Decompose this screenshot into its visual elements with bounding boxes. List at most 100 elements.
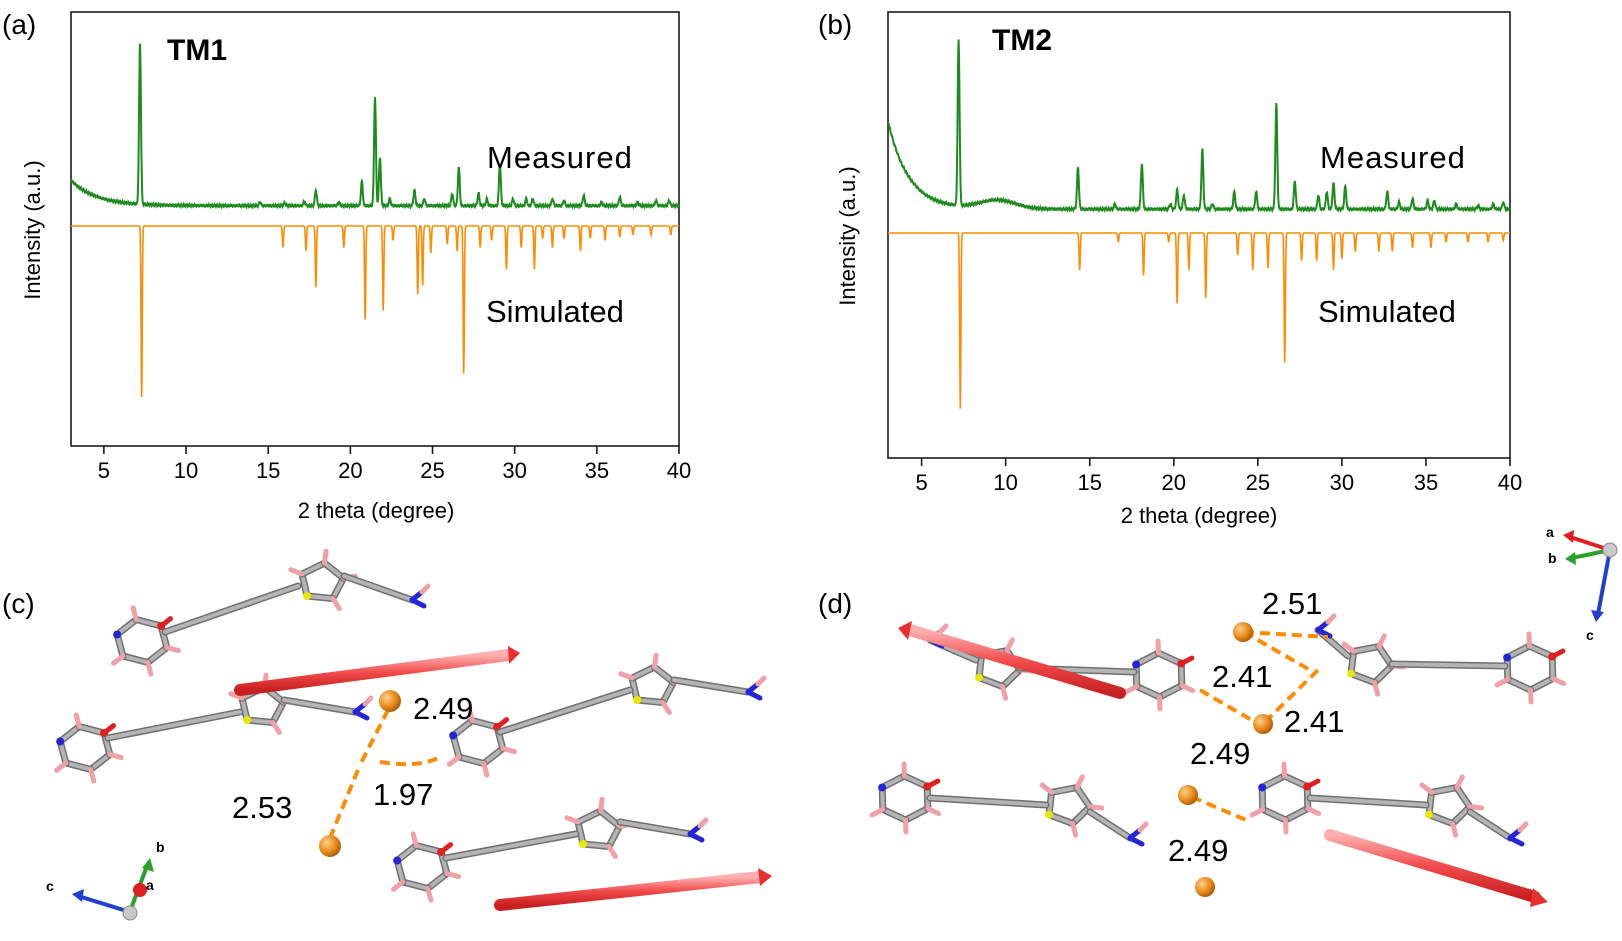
axis-label: b bbox=[1548, 550, 1557, 566]
bond-stub bbox=[270, 720, 282, 736]
molecule bbox=[926, 623, 1196, 712]
bond-stub bbox=[130, 605, 139, 623]
x-tick-label: 40 bbox=[1498, 470, 1522, 495]
heteroatom bbox=[113, 630, 122, 639]
chart-b-simulated-line bbox=[888, 232, 1510, 409]
bond-highlight bbox=[1260, 807, 1288, 822]
bond-stub bbox=[53, 760, 69, 773]
molecule bbox=[390, 796, 709, 903]
bond-highlight bbox=[245, 717, 275, 725]
chart-b-ylabel: Intensity (a.u.) bbox=[835, 166, 860, 305]
bond-highlight bbox=[425, 871, 449, 891]
bond-stub bbox=[1450, 821, 1459, 838]
bond-highlight bbox=[1454, 785, 1472, 809]
bond-highlight bbox=[880, 774, 907, 790]
heteroatom bbox=[243, 715, 252, 724]
bond-highlight bbox=[120, 653, 150, 665]
x-tick-label: 15 bbox=[256, 458, 280, 483]
panel-d-structure: 2.51 2.41 2.41 2.49 2.49 a b c bbox=[869, 524, 1618, 907]
heteroatom bbox=[1044, 810, 1053, 819]
bond-highlight bbox=[451, 718, 475, 738]
bond-highlight bbox=[1390, 662, 1507, 668]
panel-letter-a: (a) bbox=[2, 9, 36, 40]
bond-stub bbox=[101, 723, 117, 736]
axis-b-arrow-head bbox=[1565, 552, 1576, 565]
bond-highlight bbox=[606, 824, 622, 849]
bond-highlight bbox=[134, 617, 164, 629]
bond-stub bbox=[107, 752, 124, 761]
bond-highlight bbox=[63, 760, 93, 772]
distance-label: 2.41 bbox=[1212, 659, 1272, 694]
bond-highlight bbox=[1528, 676, 1555, 692]
bond-stub bbox=[925, 806, 942, 817]
x-tick-label: 5 bbox=[915, 470, 927, 495]
bond-stub bbox=[228, 691, 245, 701]
distance-label: 2.49 bbox=[1168, 833, 1228, 868]
bond-stub bbox=[1178, 655, 1195, 667]
contact-bond bbox=[328, 769, 360, 839]
axis-label: c bbox=[46, 878, 54, 894]
bond-highlight bbox=[342, 574, 414, 602]
chart-b-xlabel: 2 theta (degree) bbox=[1121, 503, 1278, 528]
bond-stub bbox=[869, 806, 886, 818]
bond-highlight bbox=[163, 584, 300, 634]
bond-highlight bbox=[1468, 810, 1512, 840]
axis-c-arrow bbox=[1596, 549, 1612, 615]
metal-ion bbox=[379, 690, 401, 712]
bond-highlight bbox=[456, 754, 486, 766]
bond-stub bbox=[466, 706, 475, 724]
bond-stub bbox=[390, 879, 406, 892]
bond-stub bbox=[1074, 774, 1085, 791]
bond-stub bbox=[1304, 778, 1321, 790]
bond-stub bbox=[1467, 804, 1485, 811]
bond-stub bbox=[1372, 680, 1381, 697]
bond-highlight bbox=[270, 700, 286, 725]
bond-highlight bbox=[1049, 785, 1079, 795]
heteroatom bbox=[1132, 660, 1141, 669]
molecule bbox=[1314, 613, 1567, 705]
axis-c-arrow-head bbox=[1591, 610, 1604, 622]
x-tick-label: 35 bbox=[585, 458, 609, 483]
chart-a-simulated-line bbox=[71, 225, 679, 398]
bond-stub bbox=[1550, 676, 1567, 687]
distance-label: 1.97 bbox=[373, 777, 433, 812]
contact-bond bbox=[1243, 630, 1329, 639]
bond-stub bbox=[438, 842, 454, 855]
bond-highlight bbox=[618, 820, 692, 836]
axis-label: a bbox=[146, 877, 154, 893]
heteroatom bbox=[1346, 669, 1355, 678]
panel-c-molecules bbox=[53, 548, 767, 903]
bond-stub bbox=[409, 597, 427, 609]
molecule bbox=[53, 672, 374, 784]
bond-stub bbox=[1249, 806, 1266, 818]
heteroatom bbox=[974, 673, 983, 682]
bond-highlight bbox=[635, 697, 665, 705]
bond-stub bbox=[1549, 648, 1566, 660]
chart-a-xlabel: 2 theta (degree) bbox=[298, 498, 455, 523]
panel-c-structure: 2.49 2.53 1.97 c b a bbox=[46, 548, 772, 921]
bond-stub bbox=[1494, 676, 1511, 688]
panel-letter-d: (d) bbox=[818, 588, 852, 619]
metal-ion bbox=[1178, 785, 1198, 805]
heteroatom bbox=[449, 731, 458, 740]
heteroatom bbox=[303, 591, 312, 600]
axis-c-arrow-head bbox=[72, 889, 84, 902]
chart-b-measured-label: Measured bbox=[1320, 140, 1466, 175]
distance-label: 2.51 bbox=[1262, 586, 1322, 621]
x-tick-label: 15 bbox=[1077, 470, 1101, 495]
x-tick-label: 35 bbox=[1414, 470, 1438, 495]
bond-highlight bbox=[1283, 806, 1310, 822]
bond-highlight bbox=[1426, 812, 1455, 826]
bond-highlight bbox=[976, 675, 1005, 689]
chart-a-simulated-label: Simulated bbox=[486, 294, 624, 329]
bond-highlight bbox=[498, 688, 632, 734]
bond-stub bbox=[697, 817, 709, 829]
bond-highlight bbox=[652, 665, 676, 685]
stacking-arrow bbox=[494, 871, 766, 911]
molecule bbox=[869, 761, 1149, 847]
bond-highlight bbox=[1156, 651, 1184, 666]
axis-label: b bbox=[156, 839, 165, 855]
metal-ion bbox=[1233, 622, 1253, 642]
panel-c-axes-triad: c b a bbox=[46, 839, 165, 921]
